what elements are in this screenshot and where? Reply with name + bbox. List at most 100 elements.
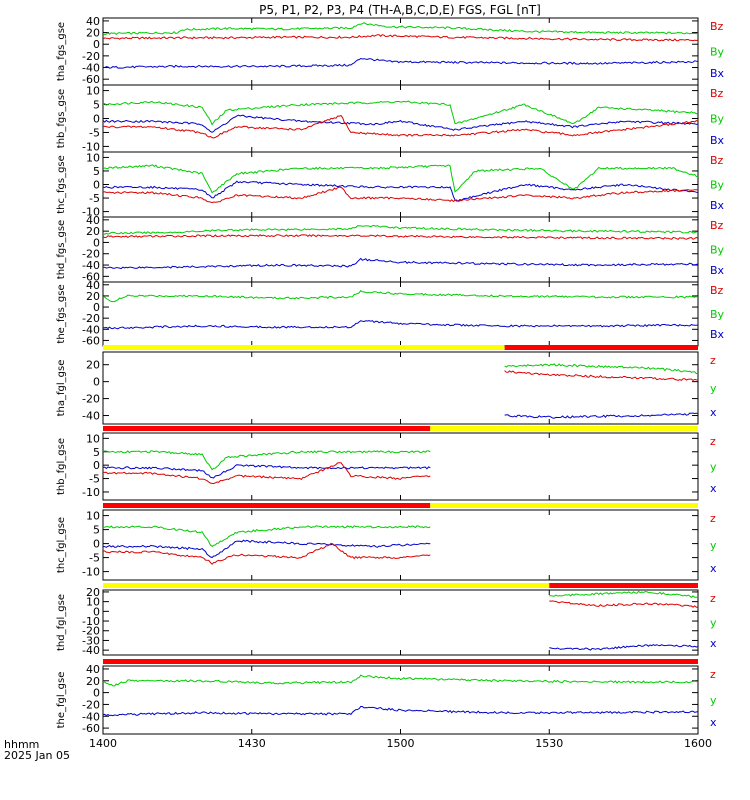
y-tick-label: 20 <box>86 27 100 40</box>
series-line-Bz <box>103 34 698 42</box>
y-tick-label: 0 <box>93 459 100 472</box>
y-tick-label: 20 <box>86 290 100 303</box>
flag-bar-segment <box>103 659 698 664</box>
legend-entry-Bx: Bx <box>710 264 725 277</box>
legend-entry-By: By <box>710 308 725 321</box>
y-tick-label: 40 <box>86 214 100 227</box>
series-line-x <box>103 464 431 479</box>
y-tick-label: -60 <box>82 73 100 86</box>
legend-entry-x: x <box>710 482 717 495</box>
y-tick-label: 20 <box>86 586 100 599</box>
legend-entry-Bz: Bz <box>710 154 724 167</box>
y-axis-label: thc_fgl_gse <box>56 517 67 573</box>
y-tick-label: -20 <box>82 698 100 711</box>
y-tick-label: -60 <box>82 270 100 283</box>
panel-frame <box>102 17 699 86</box>
legend-entry-By: By <box>710 113 725 126</box>
y-tick-label: -40 <box>82 710 100 723</box>
flag-bar-segment <box>103 426 431 431</box>
y-tick-label: -60 <box>82 722 100 735</box>
panel-frame <box>102 216 699 283</box>
y-tick-label: 0 <box>93 538 100 551</box>
legend-entry-z: z <box>710 512 716 525</box>
legend-entry-Bz: Bz <box>710 87 724 100</box>
y-tick-label: 0 <box>93 376 100 389</box>
series-line-z <box>103 542 431 565</box>
series-line-By <box>103 224 698 235</box>
y-tick-label: 10 <box>86 151 100 164</box>
legend-entry-By: By <box>710 179 725 192</box>
y-axis-label: thb_fgs_gse <box>56 89 67 148</box>
y-tick-label: 10 <box>86 596 100 609</box>
y-axis-label: the_fgs_gse <box>56 284 67 343</box>
y-tick-label: 5 <box>93 524 100 537</box>
panel-frame <box>102 281 699 347</box>
plot-title: P5, P1, P2, P3, P4 (TH-A,B,C,D,E) FGS, F… <box>259 3 541 17</box>
legend-entry-x: x <box>710 562 717 575</box>
series-line-z <box>549 600 698 608</box>
y-tick-label: -40 <box>82 644 100 657</box>
series-line-x <box>549 644 698 651</box>
y-tick-label: 0 <box>93 301 100 314</box>
x-tick-label: 1430 <box>238 737 266 750</box>
y-tick-label: 40 <box>86 279 100 292</box>
y-tick-label: 20 <box>86 225 100 238</box>
x-tick-label: 1500 <box>387 737 415 750</box>
y-tick-label: 0 <box>93 687 100 700</box>
series-line-y <box>103 525 431 548</box>
legend-entry-z: z <box>710 354 716 367</box>
series-line-By <box>103 100 698 126</box>
flag-bar-segment <box>430 426 698 431</box>
y-axis-label: the_fgl_gse <box>56 672 67 729</box>
legend-entry-x: x <box>710 406 717 419</box>
series-line-By <box>103 164 698 194</box>
series-line-x <box>103 539 431 559</box>
legend-entry-z: z <box>710 592 716 605</box>
legend-entry-y: y <box>710 461 717 474</box>
y-tick-label: 0 <box>93 236 100 249</box>
panel-tha_fgl_gse: 20 0 -20 -40 tha_fgl_gse z yx <box>56 345 717 425</box>
series-line-Bx <box>103 320 698 330</box>
date-label: 2025 Jan 05 <box>4 749 70 762</box>
series-line-y <box>103 450 431 471</box>
y-tick-label: -5 <box>89 552 100 565</box>
y-axis-label: thc_fgs_gse <box>56 155 67 214</box>
series-line-x <box>103 705 698 717</box>
flag-bar-segment <box>103 345 505 350</box>
y-tick-label: 0 <box>93 38 100 51</box>
y-tick-label: 40 <box>86 15 100 28</box>
y-tick-label: 5 <box>93 165 100 178</box>
series-line-Bx <box>103 180 698 202</box>
y-tick-label: 20 <box>86 359 100 372</box>
legend-entry-x: x <box>710 716 717 729</box>
x-tick-label: 1530 <box>535 737 563 750</box>
time-unit-label: hhmm <box>4 738 39 751</box>
y-tick-label: -20 <box>82 625 100 638</box>
y-tick-label: 20 <box>86 675 100 688</box>
y-tick-label: 0 <box>93 605 100 618</box>
legend-entry-Bx: Bx <box>710 328 725 341</box>
y-axis-label: tha_fgs_gse <box>56 22 67 81</box>
y-tick-label: 10 <box>86 510 100 523</box>
y-tick-label: 0 <box>93 113 100 126</box>
y-tick-label: 10 <box>86 85 100 98</box>
panel-frame <box>102 589 699 656</box>
legend-entry-Bx: Bx <box>710 134 725 147</box>
flag-bar-segment <box>103 503 431 508</box>
series-line-By <box>103 22 698 36</box>
legend-entry-Bz: Bz <box>710 20 724 33</box>
y-tick-label: -60 <box>82 334 100 347</box>
panel-frame <box>102 351 699 425</box>
legend-entry-Bz: Bz <box>710 219 724 232</box>
y-tick-label: -10 <box>82 140 100 153</box>
y-axis-label: thd_fgl_gse <box>56 594 67 651</box>
y-axis-label: thb_fgl_gse <box>56 438 67 495</box>
